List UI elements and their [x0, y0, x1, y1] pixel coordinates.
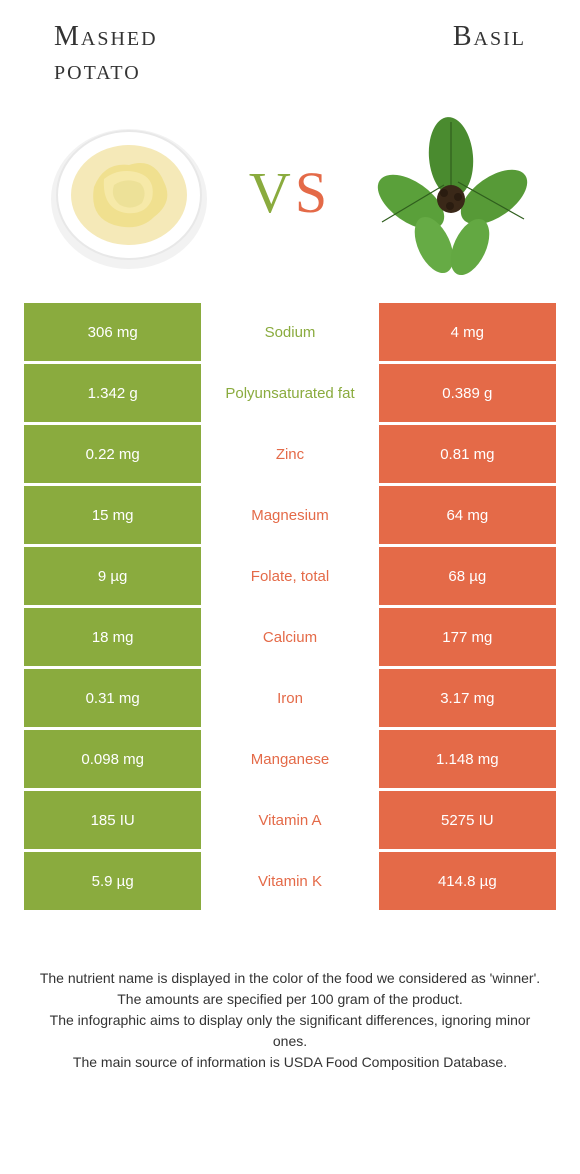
- vs-v: V: [249, 160, 295, 225]
- table-row: 0.31 mgIron3.17 mg: [24, 669, 556, 727]
- footnote-line: The main source of information is USDA F…: [36, 1052, 544, 1073]
- mashed-potato-image: [44, 107, 214, 277]
- image-row: VS: [24, 97, 556, 303]
- header: Mashed potato Basil: [24, 20, 556, 97]
- nutrient-label: Polyunsaturated fat: [201, 364, 378, 422]
- table-row: 15 mgMagnesium64 mg: [24, 486, 556, 544]
- left-value: 9 µg: [24, 547, 201, 605]
- footnote-line: The amounts are specified per 100 gram o…: [36, 989, 544, 1010]
- footnote-line: The nutrient name is displayed in the co…: [36, 968, 544, 989]
- left-value: 0.22 mg: [24, 425, 201, 483]
- right-value: 4 mg: [379, 303, 556, 361]
- table-row: 0.22 mgZinc0.81 mg: [24, 425, 556, 483]
- nutrient-label: Magnesium: [201, 486, 378, 544]
- right-value: 177 mg: [379, 608, 556, 666]
- left-value: 5.9 µg: [24, 852, 201, 910]
- left-value: 15 mg: [24, 486, 201, 544]
- left-food-title: Mashed potato: [54, 20, 290, 87]
- left-title-line1: Mashed: [54, 21, 158, 52]
- nutrient-label: Folate, total: [201, 547, 378, 605]
- left-value: 185 IU: [24, 791, 201, 849]
- nutrient-label: Manganese: [201, 730, 378, 788]
- nutrient-label: Sodium: [201, 303, 378, 361]
- right-value: 68 µg: [379, 547, 556, 605]
- left-value: 0.098 mg: [24, 730, 201, 788]
- table-row: 1.342 gPolyunsaturated fat0.389 g: [24, 364, 556, 422]
- left-value: 1.342 g: [24, 364, 201, 422]
- right-value: 0.389 g: [379, 364, 556, 422]
- right-food-title: Basil: [290, 20, 526, 54]
- right-value: 1.148 mg: [379, 730, 556, 788]
- nutrient-label: Vitamin K: [201, 852, 378, 910]
- left-title-line2: potato: [54, 55, 141, 86]
- vs-label: VS: [249, 159, 331, 226]
- footnotes: The nutrient name is displayed in the co…: [24, 968, 556, 1073]
- left-value: 0.31 mg: [24, 669, 201, 727]
- comparison-table: 306 mgSodium4 mg1.342 gPolyunsaturated f…: [24, 303, 556, 910]
- right-value: 414.8 µg: [379, 852, 556, 910]
- nutrient-label: Zinc: [201, 425, 378, 483]
- vs-s: S: [295, 160, 331, 225]
- footnote-line: The infographic aims to display only the…: [36, 1010, 544, 1052]
- left-value: 18 mg: [24, 608, 201, 666]
- nutrient-label: Iron: [201, 669, 378, 727]
- table-row: 306 mgSodium4 mg: [24, 303, 556, 361]
- table-row: 185 IUVitamin A5275 IU: [24, 791, 556, 849]
- nutrient-label: Vitamin A: [201, 791, 378, 849]
- right-value: 64 mg: [379, 486, 556, 544]
- right-value: 0.81 mg: [379, 425, 556, 483]
- table-row: 5.9 µgVitamin K414.8 µg: [24, 852, 556, 910]
- right-value: 3.17 mg: [379, 669, 556, 727]
- left-value: 306 mg: [24, 303, 201, 361]
- nutrient-label: Calcium: [201, 608, 378, 666]
- table-row: 0.098 mgManganese1.148 mg: [24, 730, 556, 788]
- table-row: 9 µgFolate, total68 µg: [24, 547, 556, 605]
- table-row: 18 mgCalcium177 mg: [24, 608, 556, 666]
- basil-image: [366, 107, 536, 277]
- right-value: 5275 IU: [379, 791, 556, 849]
